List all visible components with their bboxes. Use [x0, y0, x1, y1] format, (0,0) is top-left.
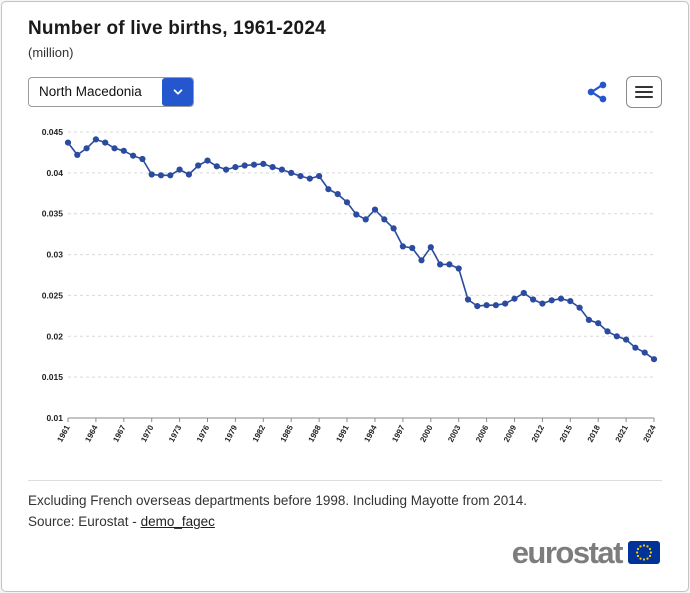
- menu-button[interactable]: [626, 76, 662, 108]
- svg-text:0.025: 0.025: [42, 290, 64, 300]
- svg-text:0.035: 0.035: [42, 209, 64, 219]
- svg-text:2012: 2012: [530, 423, 547, 443]
- svg-text:0.045: 0.045: [42, 127, 64, 137]
- eu-flag-icon: [628, 541, 660, 564]
- svg-text:2021: 2021: [614, 423, 631, 443]
- svg-text:1961: 1961: [55, 423, 72, 443]
- toolbar: [584, 76, 662, 108]
- line-chart: 0.01 0.015 0.02 0.025 0.03 0.035 0.04 0.045 1961…: [28, 118, 662, 470]
- unit-label: (million): [28, 45, 74, 60]
- svg-text:2015: 2015: [558, 423, 575, 443]
- svg-text:2006: 2006: [474, 423, 491, 443]
- svg-text:1982: 1982: [251, 423, 268, 443]
- svg-text:1964: 1964: [83, 423, 100, 443]
- svg-text:0.03: 0.03: [46, 250, 63, 260]
- svg-text:1991: 1991: [334, 423, 351, 443]
- births-line-chart-svg: 0.01 0.015 0.02 0.025 0.03 0.035 0.04 0.045 1961…: [42, 127, 658, 444]
- hamburger-icon: [635, 85, 653, 99]
- svg-text:2018: 2018: [586, 423, 603, 443]
- controls-row: North Macedonia: [28, 76, 662, 108]
- page-title: Number of live births, 1961-2024: [28, 18, 326, 39]
- svg-text:2000: 2000: [418, 423, 435, 443]
- svg-text:1967: 1967: [111, 423, 128, 443]
- svg-text:1988: 1988: [307, 423, 324, 443]
- source-line: Source: Eurostat - demo_fagec: [28, 514, 662, 529]
- svg-text:1970: 1970: [139, 423, 156, 443]
- svg-text:2003: 2003: [446, 423, 463, 443]
- country-select-value: North Macedonia: [39, 84, 142, 99]
- svg-text:1976: 1976: [195, 423, 212, 443]
- country-select[interactable]: North Macedonia: [28, 77, 194, 107]
- share-icon[interactable]: [584, 79, 610, 105]
- chevron-down-icon[interactable]: [162, 78, 193, 106]
- svg-text:0.015: 0.015: [42, 372, 64, 382]
- eu-stars: [636, 544, 652, 561]
- source-prefix: Source: Eurostat -: [28, 514, 141, 529]
- eurostat-logo: eurostat: [28, 537, 662, 568]
- footnote: Excluding French overseas departments be…: [28, 493, 528, 508]
- svg-text:1979: 1979: [223, 423, 240, 443]
- svg-text:1973: 1973: [167, 423, 184, 443]
- svg-text:0.04: 0.04: [46, 168, 63, 178]
- svg-text:0.02: 0.02: [46, 331, 63, 341]
- svg-text:2024: 2024: [641, 423, 658, 443]
- source-link[interactable]: demo_fagec: [140, 514, 215, 529]
- eurostat-logo-text: eurostat: [511, 535, 624, 570]
- footer: Excluding French overseas departments be…: [28, 480, 662, 568]
- svg-text:0.01: 0.01: [46, 413, 63, 423]
- svg-text:1997: 1997: [390, 423, 407, 443]
- svg-text:1994: 1994: [362, 423, 379, 443]
- svg-text:1985: 1985: [279, 423, 296, 443]
- svg-text:2009: 2009: [502, 423, 519, 443]
